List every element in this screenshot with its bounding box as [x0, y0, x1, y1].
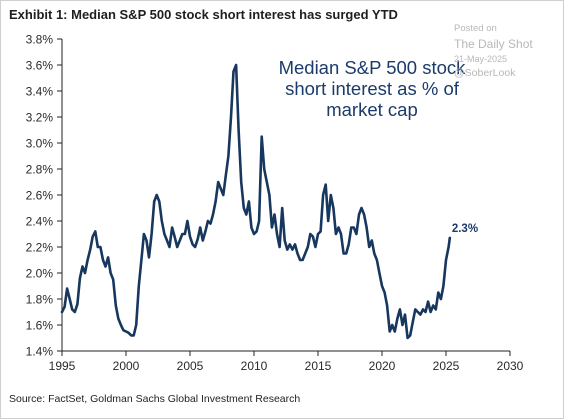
- source-note: Source: FactSet, Goldman Sachs Global In…: [9, 393, 301, 405]
- watermark-line-1: Posted on: [454, 23, 497, 34]
- x-tick-label: 2010: [241, 359, 268, 373]
- annotation-line: Median S&P 500 stock: [279, 57, 467, 78]
- series-line-0: [60, 63, 452, 340]
- y-tick-label: 1.4%: [26, 345, 54, 359]
- y-tick-label: 2.0%: [26, 267, 54, 281]
- watermark-line-3: 21-May-2025: [454, 54, 508, 65]
- y-tick-label: 2.8%: [26, 163, 54, 177]
- x-tick-label: 1995: [49, 359, 76, 373]
- last-value-label: 2.3%: [452, 223, 478, 235]
- annotation-line: market cap: [326, 99, 418, 120]
- y-tick-label: 3.6%: [26, 59, 54, 73]
- y-tick-label: 3.0%: [26, 137, 54, 151]
- y-tick-label: 3.8%: [26, 33, 54, 47]
- watermark-line-4: @SoberLook: [454, 67, 516, 80]
- y-tick-label: 1.8%: [26, 293, 54, 307]
- x-tick-label: 2005: [177, 359, 204, 373]
- watermark: Posted on The Daily Shot 21-May-2025 @So…: [454, 22, 533, 81]
- x-tick-label: 2025: [433, 359, 460, 373]
- y-tick-label: 1.6%: [26, 319, 54, 333]
- y-axis-ticks: 1.4% 1.6% 1.8% 2.0% 2.2% 2.4% 2.6% 2.8% 3.0% 3.2%…: [26, 33, 62, 359]
- y-tick-label: 3.2%: [26, 111, 54, 125]
- x-tick-label: 2030: [497, 359, 524, 373]
- x-tick-label: 2020: [369, 359, 396, 373]
- x-tick-label: 2015: [305, 359, 332, 373]
- chart-title: Exhibit 1: Median S&P 500 stock short in…: [9, 7, 398, 22]
- y-tick-label: 3.4%: [26, 85, 54, 99]
- y-tick-label: 2.2%: [26, 241, 54, 255]
- y-tick-label: 2.4%: [26, 215, 54, 229]
- annotation-line: short interest as % of: [285, 78, 460, 99]
- watermark-line-2: The Daily Shot: [454, 36, 533, 51]
- x-axis-ticks: 1995 2000 2005 2010 2015 2020 2025 2030: [49, 351, 524, 373]
- series-layer: [60, 63, 452, 340]
- y-tick-label: 2.6%: [26, 189, 54, 203]
- x-tick-label: 2000: [113, 359, 140, 373]
